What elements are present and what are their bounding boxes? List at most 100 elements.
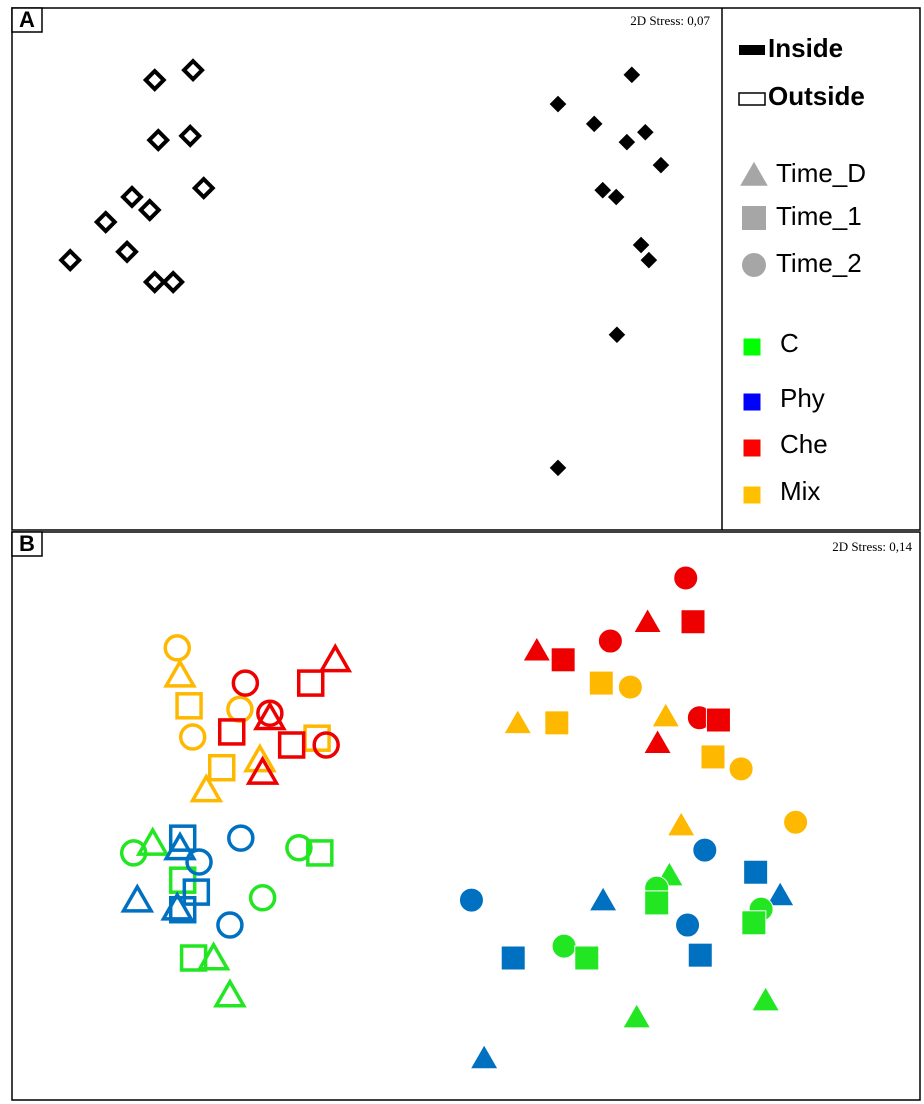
point [217,718,246,746]
point [163,634,192,662]
legend-swatch [743,486,761,504]
point [161,270,185,294]
legend-swatch [742,206,766,230]
point [253,701,287,731]
point [548,458,568,478]
point [178,723,207,751]
panel-label: A [19,7,35,32]
point [135,826,170,856]
point [588,670,614,696]
point [743,859,769,885]
point [666,810,696,837]
legend-label: Outside [768,81,865,111]
point [606,187,626,207]
point [318,643,353,673]
point [548,94,568,114]
legend-label: Inside [768,33,843,63]
point [185,848,213,876]
point [680,609,706,635]
stress-label: 2D Stress: 0,07 [630,13,710,28]
point [146,128,171,152]
stress-label: 2D Stress: 0,14 [832,539,912,554]
legend-swatch [740,161,768,186]
point [728,756,754,782]
point [93,210,118,234]
point [216,911,244,939]
point [120,185,144,209]
point [687,942,713,968]
point [750,985,781,1012]
point [196,941,231,971]
point [277,731,306,759]
point [675,912,701,938]
point [285,834,313,862]
point [550,647,576,673]
point [137,198,162,222]
point [189,773,224,803]
point [178,124,203,148]
point [191,176,216,200]
point [635,122,656,142]
point [741,910,767,936]
point [296,669,325,697]
panel-label: B [19,531,35,556]
point [312,731,340,759]
point [783,809,809,835]
point [588,885,618,912]
legend-label: Time_2 [776,248,862,278]
point [651,155,671,175]
point [639,250,659,270]
legend-label: Mix [780,476,820,506]
point [607,325,627,345]
point [705,707,731,733]
point [651,701,681,728]
legend-swatch [738,92,766,106]
point [163,831,197,861]
point [168,824,197,852]
legend-label: C [780,328,799,358]
panel-label-box [11,531,43,557]
point [503,708,533,735]
point [617,674,643,700]
legend-swatch [743,393,761,411]
point [593,180,613,200]
point [584,114,604,134]
point [551,933,577,959]
point [58,248,83,272]
point [500,945,526,971]
point [213,978,247,1008]
point [115,239,139,264]
point [597,628,623,654]
point [306,839,334,867]
point [207,753,236,782]
legend-label: Phy [780,383,825,413]
point [617,132,637,152]
point [574,945,600,971]
point [522,635,552,662]
point [458,887,484,913]
legend-label: Che [780,429,828,459]
point [227,824,255,852]
point [544,710,570,736]
point [245,755,280,785]
legend-label: Time_1 [776,201,862,231]
point [248,884,277,912]
point [163,658,197,688]
point [692,837,718,863]
point [673,565,699,591]
legend-swatch [743,338,761,356]
point [631,235,651,255]
point [142,270,167,294]
point [142,68,167,92]
legend-swatch [739,45,765,55]
panel-label-box [11,7,43,33]
point [765,880,795,907]
point [632,607,663,634]
point [181,58,205,82]
point [168,895,197,924]
point [642,728,673,755]
legend-label: Time_D [776,158,866,188]
legend-swatch [743,439,761,457]
point [231,669,260,697]
